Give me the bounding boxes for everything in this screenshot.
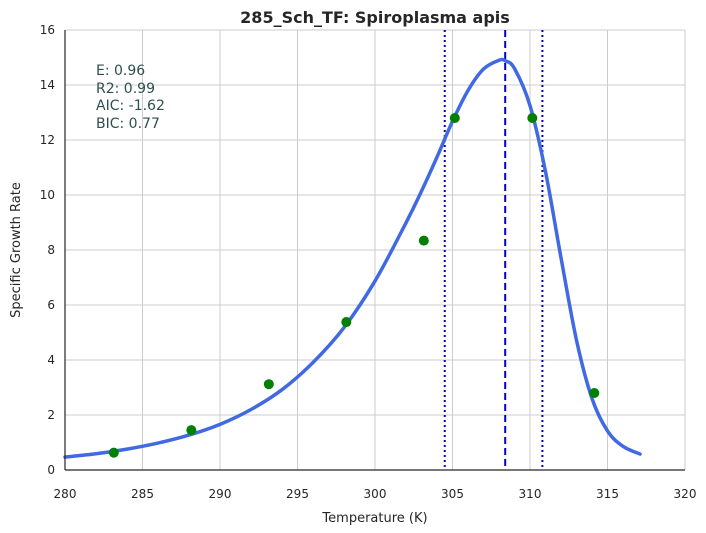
reference-lines (443, 30, 544, 470)
fit-curve (63, 57, 642, 459)
grid-lines (64, 29, 686, 471)
x-tick-label: 315 (596, 487, 619, 501)
y-tick-label: 2 (47, 408, 55, 422)
stat-bic: BIC: 0.77 (96, 116, 160, 132)
data-points (108, 113, 600, 458)
stat-aic: AIC: -1.62 (96, 98, 165, 114)
y-tick-label: 12 (40, 133, 55, 147)
y-axis-label: Specific Growth Rate (9, 182, 24, 318)
y-tick-label: 6 (47, 298, 55, 312)
x-tick-label: 290 (209, 487, 232, 501)
x-tick-label: 280 (54, 487, 77, 501)
x-tick-label: 285 (131, 487, 154, 501)
chart-title: 285_Sch_TF: Spiroplasma apis (240, 8, 510, 27)
y-tick-label: 16 (40, 23, 55, 37)
data-point (186, 425, 197, 436)
data-point (263, 379, 274, 390)
fit-curve-layer (63, 57, 642, 459)
stat-r2: R2: 0.99 (96, 81, 155, 97)
x-axis-label: Temperature (K) (321, 511, 427, 526)
y-tick-label: 0 (47, 463, 55, 477)
data-point (527, 113, 538, 123)
x-tick-label: 295 (286, 487, 309, 501)
y-tick-label: 4 (47, 353, 55, 367)
x-tick-label: 305 (441, 487, 464, 501)
data-point (108, 447, 119, 458)
data-point (341, 317, 352, 328)
y-tick-label: 10 (40, 188, 55, 202)
stat-e: E: 0.96 (96, 63, 145, 79)
data-point (589, 388, 600, 398)
data-point (449, 113, 460, 123)
x-tick-label: 300 (364, 487, 387, 501)
fit-statistics: E: 0.96 R2: 0.99 AIC: -1.62 BIC: 0.77 (96, 63, 165, 132)
y-tick-label: 8 (47, 243, 55, 257)
y-tick-labels: 0 2 4 6 8 10 12 14 16 (40, 23, 55, 477)
x-tick-label: 320 (674, 487, 697, 501)
x-tick-labels: 280 285 290 295 300 305 310 315 320 (54, 487, 697, 501)
x-tick-label: 310 (519, 487, 542, 501)
y-tick-label: 14 (40, 78, 55, 92)
data-point (418, 235, 429, 246)
